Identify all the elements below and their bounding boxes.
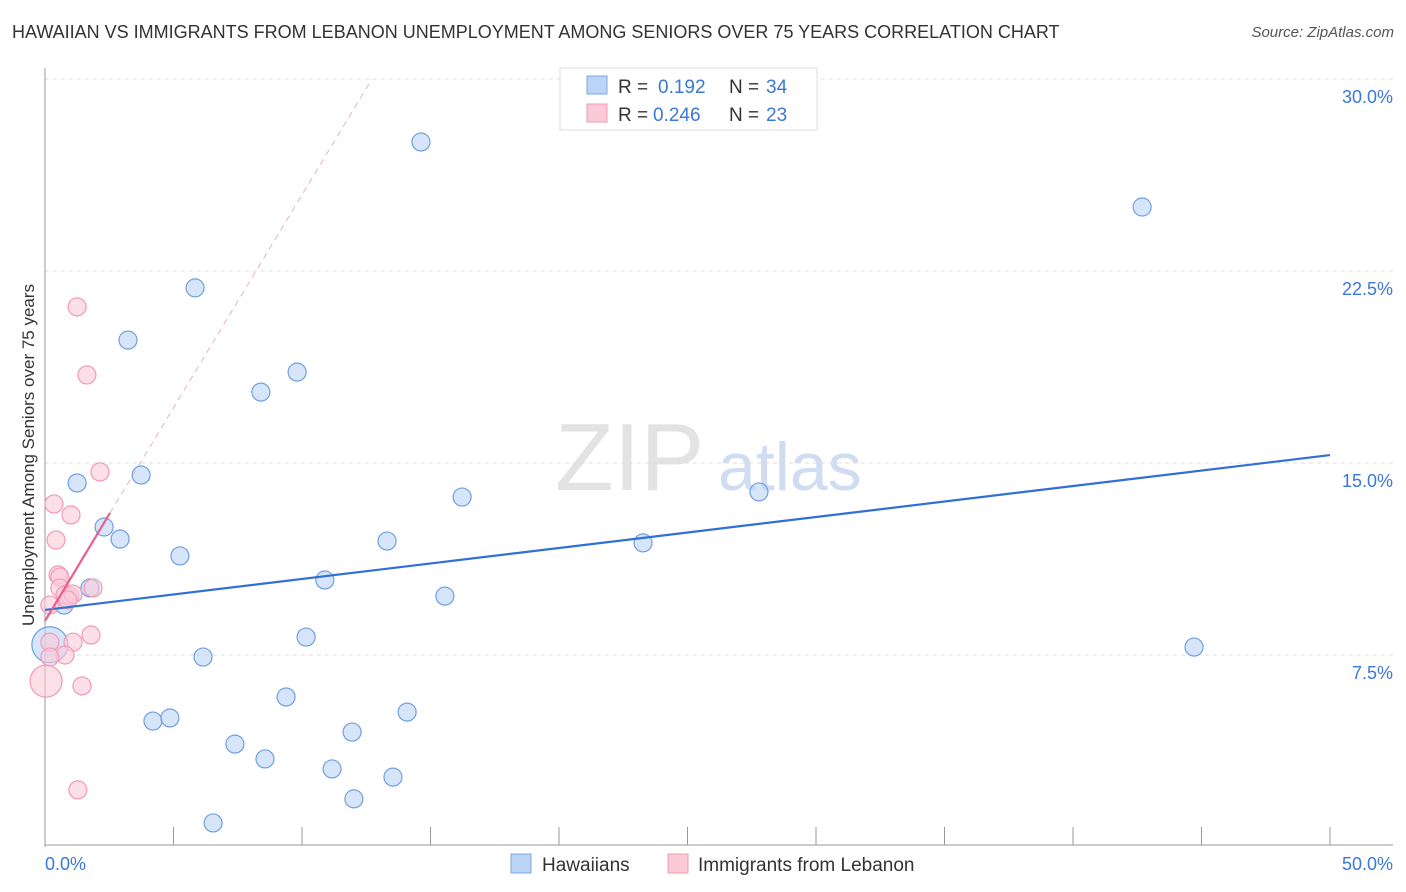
hawaiians-point xyxy=(185,278,205,298)
hawaiians-point xyxy=(170,546,190,566)
hawaiians-point xyxy=(749,482,769,502)
hawaiians-point xyxy=(67,473,87,493)
legend-swatch-lebanon xyxy=(667,853,689,874)
lebanon-point xyxy=(44,494,64,514)
hawaiians-point xyxy=(383,767,403,787)
x-tick-label: 0.0% xyxy=(45,854,86,874)
watermark-zip: ZIP xyxy=(555,404,704,511)
hawaiians-point xyxy=(452,487,472,507)
legend-r-value: 0.192 xyxy=(658,77,706,98)
hawaiians-point xyxy=(276,687,296,707)
hawaiians-point xyxy=(251,382,271,402)
y-tick-label: 22.5% xyxy=(1342,279,1393,299)
legend-swatch-hawaiians xyxy=(586,75,608,95)
legend-n-value: 23 xyxy=(766,105,787,126)
legend-n-label: N = xyxy=(729,105,759,126)
y-axis-label: Unemployment Among Seniors over 75 years xyxy=(19,284,38,626)
hawaiians-point xyxy=(322,759,342,779)
legend-n-value: 34 xyxy=(766,77,788,98)
hawaiians-point xyxy=(203,813,223,833)
watermark-atlas: atlas xyxy=(718,429,862,505)
lebanon-trend-extension xyxy=(109,78,373,514)
hawaiians-point xyxy=(411,132,431,152)
hawaiians-point xyxy=(1132,197,1152,217)
hawaiians-point xyxy=(342,722,362,742)
source-label: Source: ZipAtlas.com xyxy=(1251,24,1394,41)
hawaiians-point xyxy=(118,330,138,350)
y-tick-label: 30.0% xyxy=(1342,87,1393,107)
hawaiians-point xyxy=(344,789,364,809)
legend-r-label: R = xyxy=(618,77,648,98)
chart-title: HAWAIIAN VS IMMIGRANTS FROM LEBANON UNEM… xyxy=(12,22,1060,42)
hawaiians-point xyxy=(131,465,151,485)
hawaiians-point xyxy=(287,362,307,382)
hawaiians-point xyxy=(143,711,163,731)
legend-r-label: R = xyxy=(618,105,648,126)
hawaiians-point xyxy=(193,647,213,667)
x-tick-label: 50.0% xyxy=(1342,854,1393,874)
hawaiians-trend-line xyxy=(44,453,1331,612)
lebanon-point xyxy=(46,530,66,550)
hawaiians-point xyxy=(377,531,397,551)
lebanon-point xyxy=(40,647,60,667)
y-tick-label: 7.5% xyxy=(1352,663,1393,683)
legend-r-value: 0.246 xyxy=(653,105,701,126)
legend-n-label: N = xyxy=(729,77,759,98)
lebanon-point xyxy=(83,578,103,598)
legend-box: R = 0.192 N = 34 R = 0.246 N = 23 xyxy=(559,67,818,131)
hawaiians-point xyxy=(435,586,455,606)
lebanon-point xyxy=(68,780,88,800)
hawaiians-point xyxy=(296,627,316,647)
lebanon-point xyxy=(61,505,81,525)
lebanon-point xyxy=(90,462,110,482)
hawaiians-point xyxy=(397,702,417,722)
hawaiians-point xyxy=(255,749,275,769)
lebanon-point xyxy=(81,625,101,645)
lebanon-point xyxy=(29,664,63,698)
lebanon-trend-line xyxy=(44,512,111,622)
lebanon-point xyxy=(72,676,92,696)
hawaiians-point xyxy=(160,708,180,728)
lebanon-point xyxy=(77,365,97,385)
lebanon-point xyxy=(67,297,87,317)
hawaiians-point xyxy=(315,570,335,590)
legend-swatch-hawaiians xyxy=(510,853,532,874)
hawaiians-point xyxy=(110,529,130,549)
y-tick-label: 15.0% xyxy=(1342,471,1393,491)
legend-label-hawaiians: Hawaiians xyxy=(542,855,630,876)
hawaiians-point xyxy=(1184,637,1204,657)
bottom-legend: Hawaiians Immigrants from Lebanon xyxy=(510,853,915,876)
legend-label-lebanon: Immigrants from Lebanon xyxy=(698,855,915,876)
legend-swatch-lebanon xyxy=(586,103,608,123)
hawaiians-point xyxy=(225,734,245,754)
